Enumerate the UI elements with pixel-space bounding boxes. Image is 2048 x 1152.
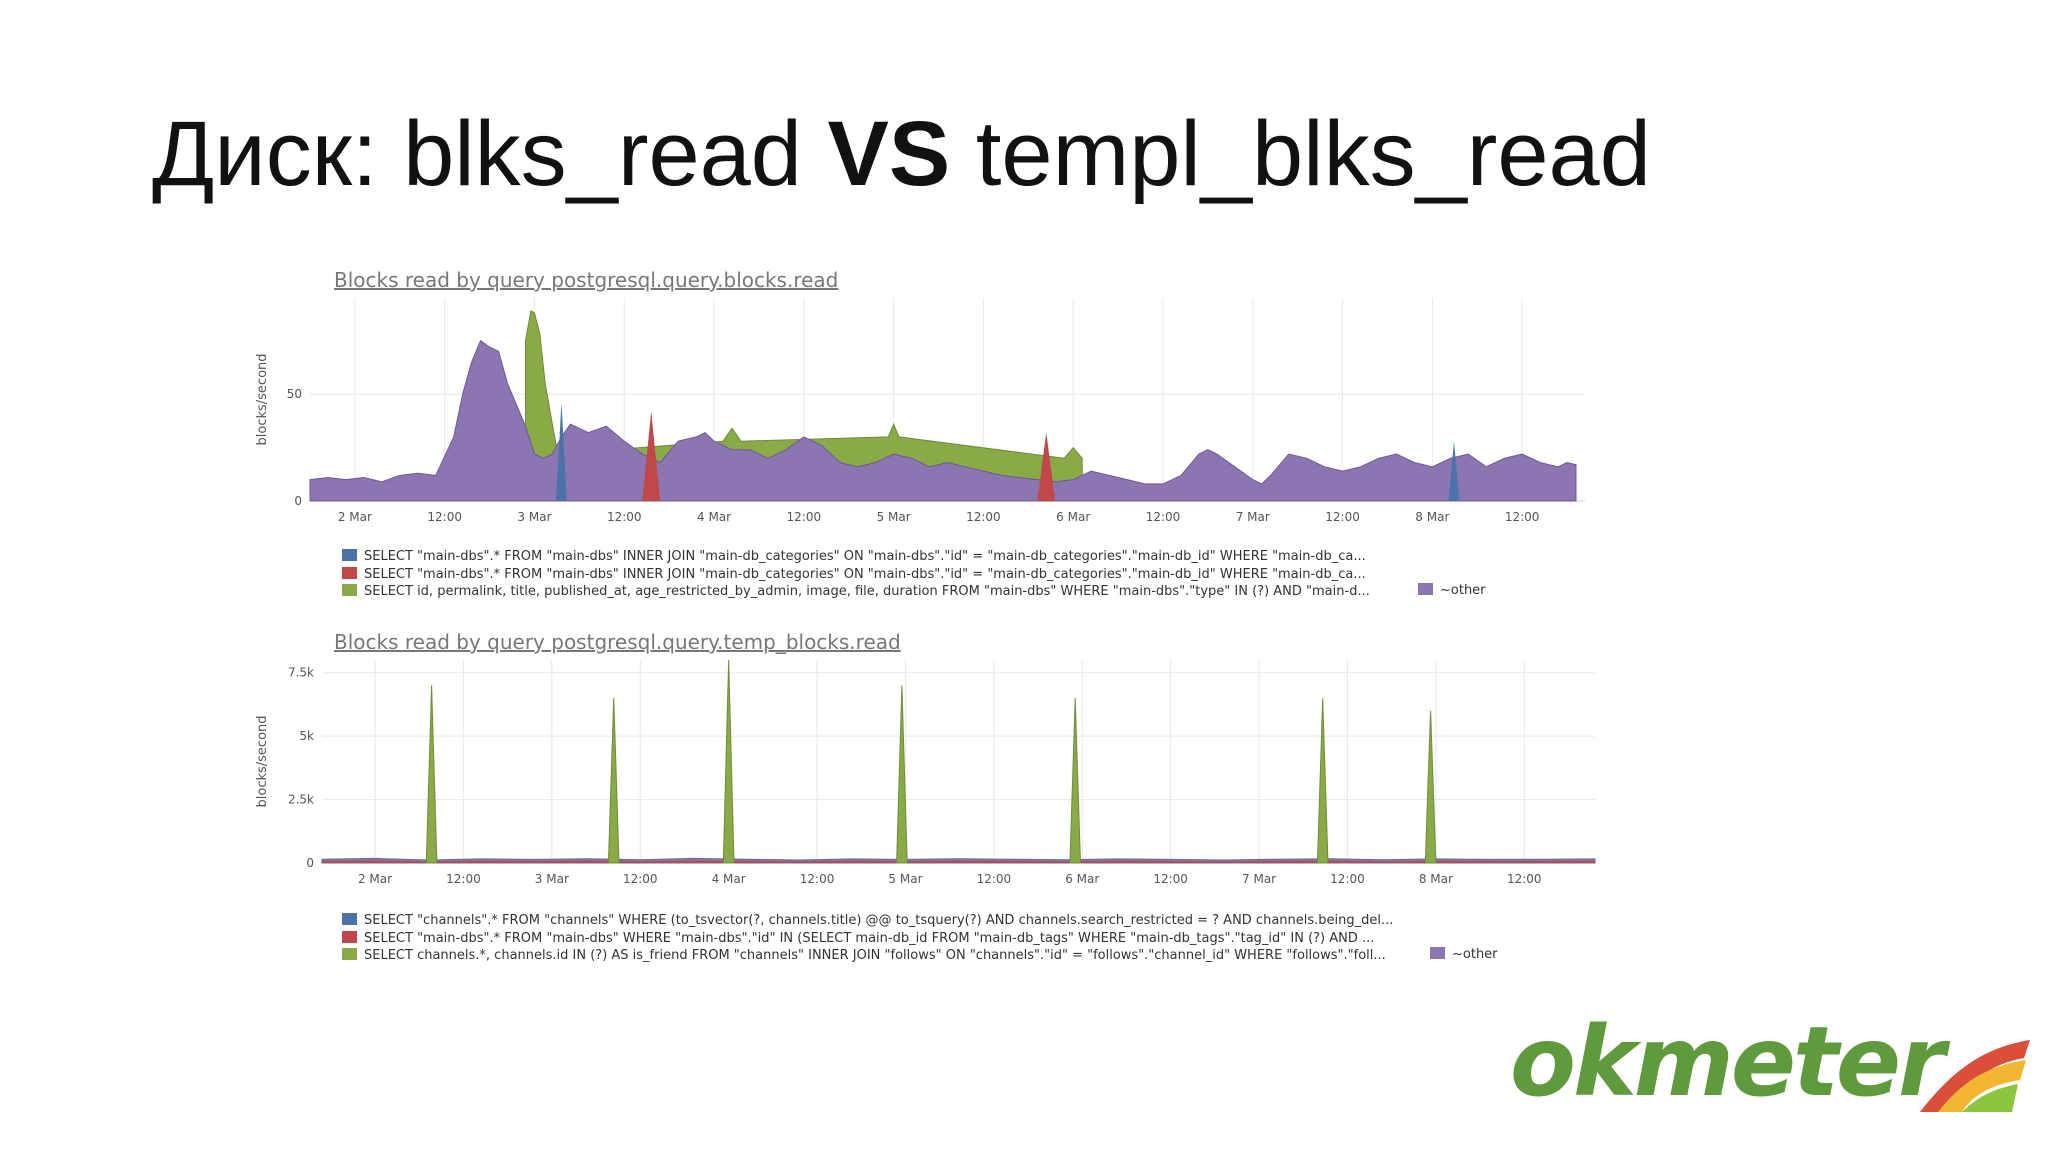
blocks-read-chart-panel: Blocks read by query postgresql.query.bl… [250, 268, 1610, 608]
x-tick-label: 5 Mar [877, 510, 911, 524]
legend-swatch [342, 584, 357, 596]
x-tick-label: 8 Mar [1419, 872, 1453, 886]
x-tick-label: 6 Mar [1065, 872, 1099, 886]
chart-title[interactable]: Blocks read by query postgresql.query.bl… [334, 268, 839, 292]
x-tick-label: 2 Mar [338, 510, 372, 524]
okmeter-logo: okmeter [1510, 1014, 2030, 1134]
legend-item[interactable]: SELECT id, permalink, title, published_a… [342, 583, 1542, 601]
x-tick-label: 7 Mar [1236, 510, 1270, 524]
legend-label: SELECT "channels".* FROM "channels" WHER… [364, 913, 1394, 928]
y-tick-label: 50 [287, 387, 302, 401]
x-tick-label: 12:00 [1330, 872, 1365, 886]
legend-swatch [1418, 583, 1433, 595]
y-tick-label: 2.5k [288, 793, 314, 807]
x-tick-label: 12:00 [1146, 510, 1181, 524]
legend-item-other[interactable]: ~other [1430, 947, 1498, 962]
legend-swatch [342, 913, 357, 925]
x-tick-label: 12:00 [1505, 510, 1540, 524]
y-tick-label: 0 [294, 494, 302, 508]
legend-swatch [342, 566, 357, 579]
blocks-read-chart: 0 50 2 Mar 12:00 3 Mar 12:00 4 Mar 12:00 5 Mar 12… [255, 298, 1585, 524]
x-tick-label: 4 Mar [697, 510, 731, 524]
title-prefix: Диск: blks_read [152, 103, 828, 205]
y-axis-label: blocks/second [255, 715, 270, 807]
x-tick-label: 12:00 [1507, 872, 1542, 886]
series-spike-red [1037, 432, 1056, 501]
legend-label: SELECT "main-dbs".* FROM "main-dbs" INNE… [364, 549, 1366, 564]
title-vs: VS [827, 103, 951, 205]
legend-label: SELECT "main-dbs".* FROM "main-dbs" INNE… [364, 566, 1366, 582]
series-spike-green [722, 659, 735, 864]
logo-swoosh-icon [1920, 1040, 2030, 1112]
legend-item[interactable]: SELECT "channels".* FROM "channels" WHER… [342, 912, 1542, 930]
series-spike-red [642, 411, 661, 501]
logo-wordmark: okmeter [1510, 1006, 1945, 1118]
legend-item[interactable]: SELECT channels.*, channels.id IN (?) AS… [342, 947, 1542, 965]
y-axis-label: blocks/second [255, 353, 270, 445]
legend-swatch [342, 930, 357, 943]
y-tick-label: 0 [306, 856, 314, 870]
legend-label: ~other [1440, 583, 1486, 598]
x-tick-label: 12:00 [800, 872, 835, 886]
x-tick-label: 12:00 [1325, 510, 1360, 524]
legend-item[interactable]: SELECT "main-dbs".* FROM "main-dbs" WHER… [342, 930, 1542, 948]
x-tick-label: 8 Mar [1415, 510, 1449, 524]
chart-title[interactable]: Blocks read by query postgresql.query.te… [334, 630, 901, 654]
series-area-red [322, 860, 1595, 863]
x-tick-label: 12:00 [977, 872, 1012, 886]
slide-title: Диск: blks_read VS templ_blks_read [152, 108, 1651, 200]
x-tick-label: 4 Mar [712, 872, 746, 886]
series-spike-green [1424, 710, 1437, 864]
x-tick-label: 12:00 [607, 510, 642, 524]
x-tick-label: 12:00 [1153, 872, 1188, 886]
x-tick-label: 2 Mar [358, 872, 392, 886]
x-tick-label: 12:00 [787, 510, 822, 524]
legend-swatch [342, 948, 357, 960]
y-tick-label: 7.5k [288, 666, 314, 680]
y-tick-label: 5k [299, 729, 314, 743]
series-spike-green [425, 685, 438, 864]
series-spike-blue [556, 402, 567, 501]
legend-item[interactable]: SELECT "main-dbs".* FROM "main-dbs" INNE… [342, 566, 1542, 584]
title-suffix: templ_blks_read [950, 103, 1651, 205]
temp-blocks-read-chart: 0 2.5k 5k 7.5k 2 Mar 12:00 3 Mar 12:00 4 Mar 12:0… [255, 659, 1596, 886]
chart-legend: SELECT "channels".* FROM "channels" WHER… [342, 912, 1542, 965]
legend-label: SELECT "main-dbs".* FROM "main-dbs" WHER… [364, 930, 1375, 946]
x-tick-label: 12:00 [966, 510, 1001, 524]
series-area-green [524, 309, 1083, 502]
x-tick-label: 7 Mar [1242, 872, 1276, 886]
legend-item-other[interactable]: ~other [1418, 583, 1486, 598]
series-spike-blue [1448, 441, 1460, 501]
legend-label: SELECT id, permalink, title, published_a… [364, 584, 1370, 599]
x-tick-label: 12:00 [623, 872, 658, 886]
temp-blocks-read-chart-panel: Blocks read by query postgresql.query.te… [250, 630, 1610, 970]
x-tick-label: 12:00 [446, 872, 481, 886]
legend-swatch [1430, 947, 1445, 959]
series-spike-green [1069, 698, 1082, 864]
x-tick-label: 12:00 [427, 510, 462, 524]
series-spike-green [1316, 698, 1329, 864]
x-tick-label: 5 Mar [888, 872, 922, 886]
series-area-other [309, 339, 1577, 502]
x-tick-label: 6 Mar [1056, 510, 1090, 524]
legend-label: SELECT channels.*, channels.id IN (?) AS… [364, 948, 1386, 963]
legend-label: ~other [1452, 947, 1498, 962]
legend-swatch [342, 549, 357, 561]
legend-item[interactable]: SELECT "main-dbs".* FROM "main-dbs" INNE… [342, 548, 1542, 566]
x-tick-label: 3 Mar [535, 872, 569, 886]
series-spike-green [607, 698, 620, 864]
chart-legend: SELECT "main-dbs".* FROM "main-dbs" INNE… [342, 548, 1542, 601]
x-tick-label: 3 Mar [517, 510, 551, 524]
series-spike-green [896, 685, 908, 864]
